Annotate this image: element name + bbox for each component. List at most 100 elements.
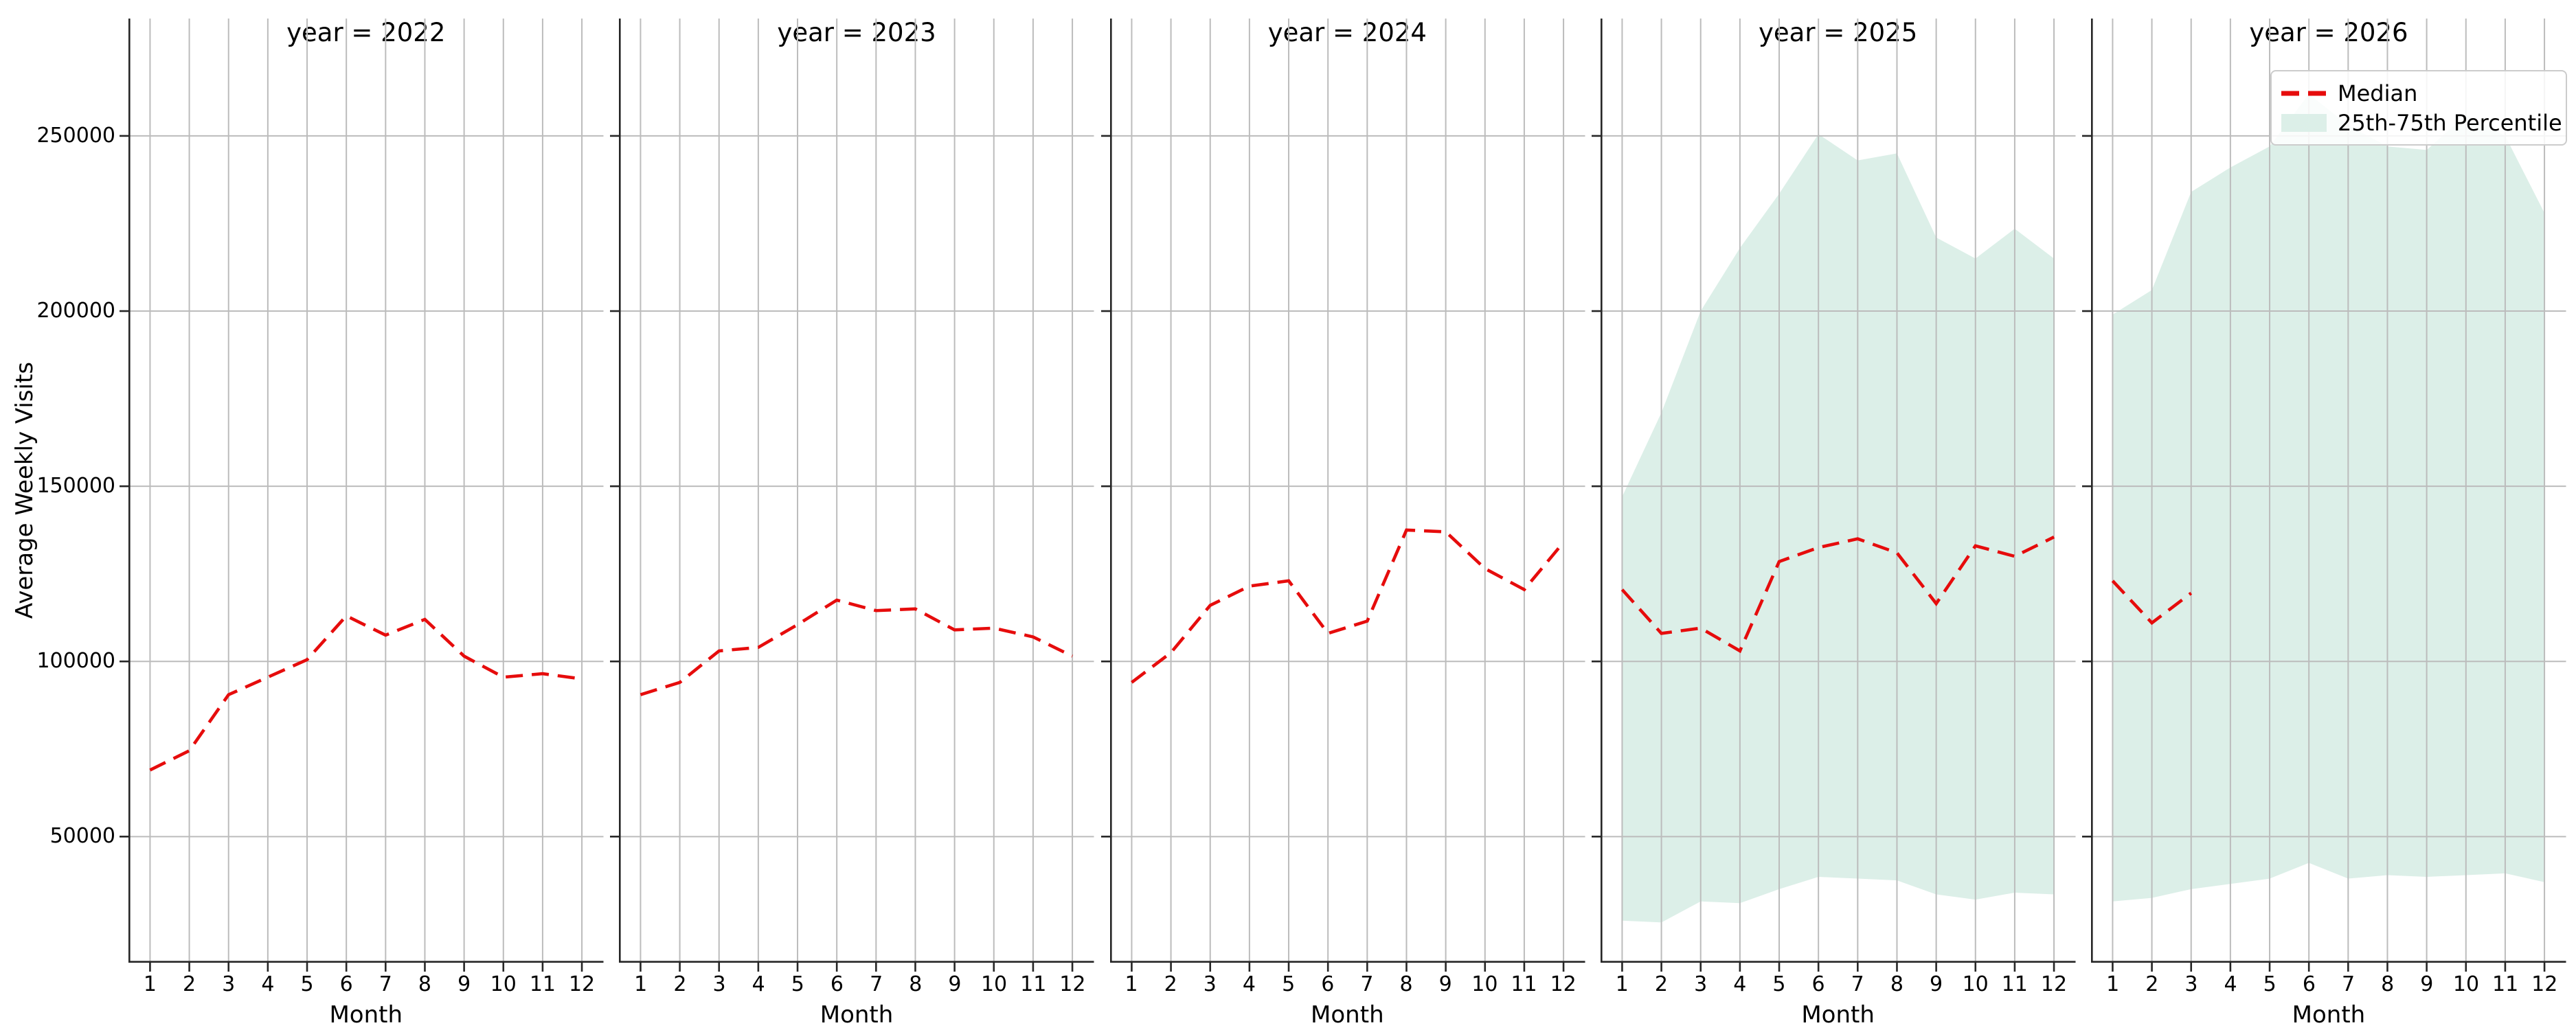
x-tick-label: 2 — [1164, 972, 1177, 996]
x-tick-label: 9 — [1929, 972, 1943, 996]
x-tick-label: 10 — [490, 972, 517, 996]
x-tick-label: 1 — [143, 972, 157, 996]
x-tick-label: 3 — [222, 972, 236, 996]
plot-area-2025 — [1591, 19, 2076, 972]
legend-row-median: Median — [2281, 80, 2556, 107]
x-tick-label: 2 — [673, 972, 687, 996]
x-tick-label: 5 — [300, 972, 314, 996]
median-line — [149, 614, 583, 772]
facet-panel-2025: year = 2025 1 2 3 4 5 6 7 8 9 10 11 12 Month — [1591, 0, 2076, 1030]
x-tick-label: 6 — [1811, 972, 1825, 996]
x-tick-label: 5 — [1772, 972, 1786, 996]
legend-label-percentile: 25th-75th Percentile — [2338, 109, 2562, 136]
facet-panel-2022: year = 2022 1 2 3 4 5 6 7 8 9 10 11 12 Month — [120, 0, 604, 1030]
y-tick-label: 200000 — [36, 299, 115, 323]
x-tick-label: 5 — [1282, 972, 1296, 996]
x-tick-label: 8 — [2381, 972, 2395, 996]
x-axis-label: Month — [2292, 1001, 2366, 1029]
x-tick-label: 1 — [1615, 972, 1629, 996]
x-tick-label: 11 — [529, 972, 556, 996]
x-tick-label: 4 — [752, 972, 765, 996]
x-tick-label: 9 — [2420, 972, 2434, 996]
axes-spines — [610, 19, 1094, 972]
x-axis-label: Month — [1311, 1001, 1384, 1029]
facet-panel-2026: year = 2026 1 2 3 4 5 6 7 8 9 10 11 12 Month — [2082, 0, 2566, 1030]
x-axis-label: Month — [329, 1001, 403, 1029]
x-tick-label: 6 — [830, 972, 844, 996]
facet-title: year = 2024 — [1267, 18, 1427, 47]
facet-title: year = 2025 — [1759, 18, 1918, 47]
x-tick-label: 7 — [1851, 972, 1864, 996]
x-tick-label: 5 — [2263, 972, 2276, 996]
x-tick-label: 6 — [339, 972, 353, 996]
percentile-band-swatch-icon — [2281, 113, 2327, 132]
x-tick-label: 8 — [909, 972, 923, 996]
facet-panel-2024: year = 2024 1 2 3 4 5 6 7 8 9 10 11 12 Month — [1100, 0, 1585, 1030]
axes-spines — [2082, 19, 2566, 972]
x-tick-label: 12 — [2040, 972, 2068, 996]
x-tick-label: 7 — [2341, 972, 2355, 996]
facet-panel-2023: year = 2023 1 2 3 4 5 6 7 8 9 10 11 12 Month — [610, 0, 1094, 1030]
axes-spines — [1100, 19, 1585, 972]
x-tick-label: 3 — [712, 972, 726, 996]
x-tick-label: 1 — [1125, 972, 1138, 996]
x-tick-label: 12 — [1550, 972, 1577, 996]
x-tick-label: 4 — [1733, 972, 1747, 996]
legend: Median 25th-75th Percentile — [2270, 70, 2567, 146]
x-tick-label: 8 — [1890, 972, 1903, 996]
x-tick-label: 2 — [2145, 972, 2159, 996]
x-tick-label: 10 — [980, 972, 1008, 996]
x-tick-label: 2 — [1654, 972, 1669, 996]
x-tick-label: 9 — [948, 972, 962, 996]
x-tick-label: 8 — [418, 972, 432, 996]
legend-row-percentile: 25th-75th Percentile — [2281, 109, 2562, 137]
median-line-swatch-icon — [2281, 91, 2327, 95]
y-tick-label: 50000 — [49, 824, 115, 849]
x-tick-label: 12 — [2531, 972, 2558, 996]
facet-title: year = 2026 — [2249, 18, 2408, 47]
plot-area-2023 — [610, 19, 1094, 972]
x-tick-label: 10 — [2452, 972, 2480, 996]
x-tick-label: 10 — [1962, 972, 1989, 996]
x-tick-label: 7 — [379, 972, 392, 996]
x-axis-label: Month — [1801, 1001, 1875, 1029]
y-tick-label: 100000 — [36, 649, 115, 674]
x-tick-label: 12 — [568, 972, 596, 996]
median-line — [640, 598, 1074, 696]
x-tick-label: 5 — [791, 972, 804, 996]
x-tick-label: 6 — [1321, 972, 1335, 996]
x-tick-label: 9 — [1438, 972, 1452, 996]
gridlines — [619, 19, 1094, 963]
x-tick-label: 7 — [870, 972, 883, 996]
median-line — [1130, 528, 1565, 684]
y-tick-label: 150000 — [36, 474, 115, 499]
median-line — [2111, 580, 2193, 626]
percentile-band — [2112, 93, 2545, 902]
x-tick-label: 12 — [1059, 972, 1086, 996]
facet-title: year = 2023 — [777, 18, 936, 47]
axes-spines — [120, 19, 604, 972]
axes-spines — [1591, 19, 2076, 972]
x-tick-label: 3 — [2184, 972, 2198, 996]
x-tick-label: 7 — [1360, 972, 1374, 996]
x-tick-label: 4 — [2224, 972, 2237, 996]
x-tick-label: 6 — [2302, 972, 2316, 996]
x-tick-label: 11 — [2492, 972, 2519, 996]
gridlines — [128, 19, 604, 963]
x-tick-label: 8 — [1399, 972, 1413, 996]
x-tick-label: 1 — [634, 972, 648, 996]
x-tick-label: 1 — [2106, 972, 2120, 996]
plot-area-2022 — [120, 19, 604, 972]
y-tick-label: 250000 — [36, 123, 115, 148]
x-tick-label: 11 — [2001, 972, 2028, 996]
median-line — [1620, 536, 2055, 654]
percentile-band — [1622, 134, 2054, 923]
legend-label-median: Median — [2338, 80, 2418, 106]
x-tick-label: 9 — [457, 972, 471, 996]
x-tick-label: 10 — [1471, 972, 1498, 996]
x-axis-label: Month — [820, 1001, 894, 1029]
x-tick-label: 4 — [261, 972, 275, 996]
x-tick-label: 2 — [183, 972, 196, 996]
gridlines — [2091, 19, 2566, 963]
